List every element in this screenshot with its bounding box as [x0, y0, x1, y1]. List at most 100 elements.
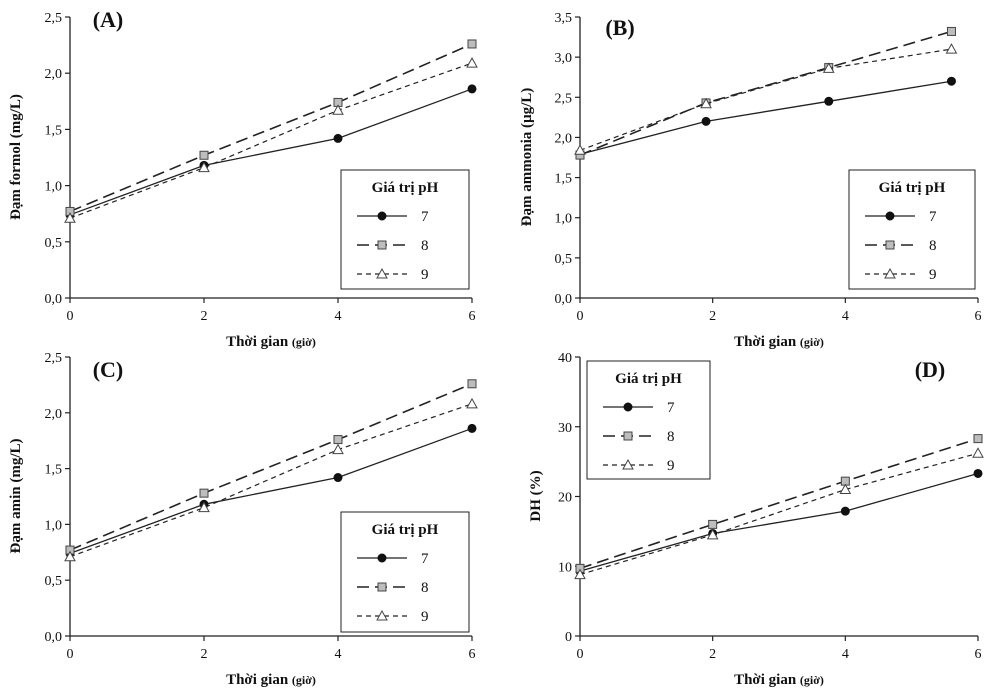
- y-tick-label: 0,5: [45, 574, 63, 589]
- y-tick-label: 3,0: [555, 51, 573, 66]
- legend-title: Giá trị pH: [372, 180, 439, 196]
- data-point: [333, 435, 343, 445]
- series-line: [69, 427, 473, 555]
- legend-title: Giá trị pH: [615, 371, 682, 387]
- data-point: [64, 550, 76, 562]
- legend-marker: [376, 609, 388, 621]
- x-axis-label-unit: (giờ): [800, 335, 824, 349]
- data-point: [824, 96, 834, 106]
- y-axis-label: Đạm amin (mg/L): [8, 439, 24, 554]
- data-point: [333, 133, 343, 143]
- series-line: [579, 30, 952, 156]
- series-9: [574, 43, 958, 155]
- series-line: [579, 452, 979, 576]
- legend-marker: [885, 240, 895, 250]
- legend-box: [848, 169, 976, 290]
- y-tick-label: 0: [565, 630, 572, 645]
- panel-label: (B): [605, 15, 634, 40]
- x-tick-label: 4: [335, 309, 342, 324]
- legend-box: [586, 360, 711, 480]
- y-tick-label: 2,5: [45, 11, 63, 26]
- x-axis-label-text: Thời gian: [734, 672, 800, 688]
- chart-panel-1: 0,0 0,5 1,0 1,5 2,0 2,5 0 2 4 6 Thời gian (giờ) Đạm…: [8, 7, 478, 350]
- y-tick-label: 2,5: [45, 351, 63, 366]
- legend: Giá trị pH 7 8 9: [848, 169, 976, 290]
- data-point: [945, 43, 958, 54]
- chart-panel-2: 0,0 0,5 1,0 1,5 2,0 2,5 3,0 3,5 0 2 4 6 Thời gian (g…: [519, 11, 982, 350]
- y-axis-label: Đạm ammonia (µg/L): [519, 88, 535, 227]
- data-point: [199, 150, 209, 160]
- data-point: [467, 379, 477, 389]
- legend-marker: [885, 211, 895, 221]
- y-axis-label: Đạm formol (mg/L): [8, 94, 24, 220]
- series-7: [575, 468, 983, 576]
- x-tick-label: 2: [201, 647, 208, 662]
- x-tick-label: 0: [67, 309, 74, 324]
- legend: Giá trị pH 7 8 9: [340, 511, 470, 633]
- y-tick-label: 2,5: [555, 91, 573, 106]
- legend-marker: [884, 267, 896, 279]
- legend-label: 8: [929, 238, 937, 254]
- panel-label: (C): [93, 357, 124, 382]
- x-tick-label: 2: [709, 309, 716, 324]
- x-axis-label-text: Thời gian: [226, 672, 292, 688]
- data-point: [840, 506, 850, 516]
- series-7: [575, 76, 956, 159]
- x-tick-label: 6: [975, 647, 982, 662]
- data-point: [332, 443, 344, 455]
- series-8: [575, 26, 956, 160]
- legend-label: 9: [929, 267, 937, 283]
- panel-label: (D): [915, 357, 946, 382]
- data-point: [946, 26, 956, 36]
- x-axis-label-unit: (giờ): [292, 673, 316, 687]
- series-line: [579, 48, 952, 151]
- legend-marker: [623, 402, 633, 412]
- legend-label: 8: [667, 429, 675, 445]
- legend-label: 9: [421, 267, 429, 283]
- legend-label: 7: [667, 400, 675, 416]
- legend-box: [340, 169, 470, 290]
- y-tick-label: 1,0: [555, 212, 573, 227]
- x-axis-label: Thời gian (giờ): [734, 334, 824, 350]
- y-tick-label: 1,0: [45, 180, 63, 195]
- legend-label: 7: [421, 551, 429, 567]
- series-line: [69, 43, 473, 213]
- legend-marker: [377, 582, 387, 592]
- series-line: [579, 80, 952, 155]
- data-point: [466, 397, 478, 409]
- x-axis-label: Thời gian (giờ): [226, 334, 316, 350]
- x-tick-label: 0: [577, 647, 584, 662]
- data-point: [574, 568, 586, 580]
- legend-label: 8: [421, 238, 429, 254]
- y-tick-label: 0,5: [555, 252, 573, 267]
- x-tick-label: 0: [577, 309, 584, 324]
- y-tick-label: 1,5: [45, 463, 63, 478]
- data-point: [467, 423, 477, 433]
- y-tick-label: 40: [558, 351, 572, 366]
- data-point: [466, 57, 478, 68]
- data-point: [839, 483, 852, 495]
- y-tick-label: 20: [558, 491, 572, 506]
- series-line: [579, 437, 979, 570]
- y-tick-label: 0,0: [45, 630, 63, 645]
- series-8: [575, 434, 983, 573]
- y-tick-label: 1,5: [45, 123, 63, 138]
- x-axis-label: Thời gian (giờ): [734, 672, 824, 688]
- data-point: [946, 76, 956, 86]
- series-8: [65, 39, 477, 216]
- data-point: [973, 468, 983, 478]
- y-tick-label: 2,0: [555, 131, 573, 146]
- data-point: [467, 84, 477, 94]
- x-tick-label: 0: [67, 647, 74, 662]
- x-tick-label: 6: [469, 309, 476, 324]
- panel-label: (A): [93, 7, 124, 32]
- series-line: [69, 88, 473, 216]
- series-9: [64, 57, 478, 223]
- x-tick-label: 4: [842, 647, 849, 662]
- data-point: [972, 447, 984, 458]
- legend-marker: [377, 240, 387, 250]
- legend-title: Giá trị pH: [372, 522, 439, 538]
- legend-label: 9: [667, 458, 675, 474]
- legend-marker: [622, 458, 634, 470]
